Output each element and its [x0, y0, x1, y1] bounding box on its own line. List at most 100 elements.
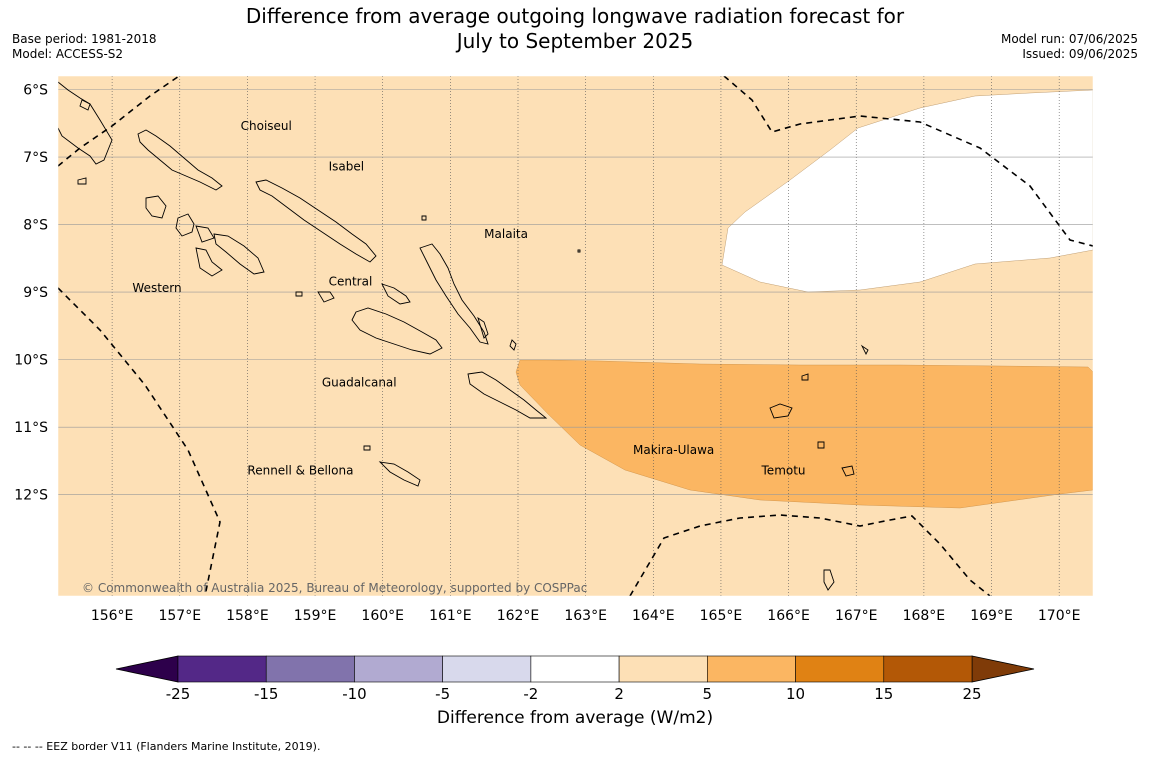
lon-tick-label: 168°E — [903, 608, 946, 624]
lon-tick-label: 162°E — [497, 608, 540, 624]
colorbar-segment — [795, 655, 885, 683]
utupua-island — [841, 465, 855, 477]
province-label: Malaita — [484, 227, 528, 241]
small-malaita-island — [477, 316, 489, 339]
sikaiana-islet — [577, 249, 581, 253]
issued-date: Issued: 09/06/2025 — [1022, 47, 1138, 61]
malaita-island — [419, 243, 489, 345]
reef-islands — [801, 373, 809, 381]
low-anomaly-area — [721, 89, 1093, 293]
colorbar-tick-label: -25 — [166, 685, 191, 700]
colorbar-segment — [707, 655, 796, 683]
model-name: Model: ACCESS-S2 — [12, 47, 124, 61]
lon-tick-label: 169°E — [970, 608, 1013, 624]
lat-tick-label: 7°S — [23, 150, 48, 166]
colorbar-tick-label: 15 — [874, 685, 893, 700]
lon-tick-label: 160°E — [361, 608, 404, 624]
new-georgia-island — [175, 213, 195, 237]
makira-island — [467, 371, 548, 419]
axis-ticks: 156°E 157°E 158°E 159°E 160°E 161°E 162°E 163°E… — [14, 83, 1080, 624]
rennell-island — [378, 461, 421, 487]
lat-tick-label: 10°S — [14, 353, 48, 369]
province-label: Isabel — [329, 160, 364, 174]
island-coastlines — [58, 81, 869, 591]
colorbar-segment — [530, 655, 620, 683]
map-title: Difference from average outgoing longwav… — [0, 4, 1150, 54]
lon-tick-label: 156°E — [91, 608, 134, 624]
lon-tick-label: 161°E — [429, 608, 472, 624]
choiseul-island — [137, 129, 223, 191]
rendova-island — [195, 247, 223, 277]
title-line-1: Difference from average outgoing longwav… — [245, 4, 905, 28]
vella-lavella-island — [145, 195, 167, 219]
eez-border-south — [629, 514, 991, 596]
province-labels: Choiseul Isabel Malaita Western Central Guada… — [132, 119, 805, 477]
colorbar-under-arrow — [115, 655, 179, 683]
lon-tick-label: 158°E — [226, 608, 269, 624]
lon-tick-label: 159°E — [294, 608, 337, 624]
lat-tick-label: 8°S — [23, 218, 48, 234]
province-label: Choiseul — [241, 119, 292, 133]
colorbar-segment — [177, 655, 267, 683]
base-period: Base period: 1981-2018 — [12, 32, 157, 46]
map-frame — [57, 75, 1094, 597]
nggela-islands — [381, 283, 411, 305]
eez-border-northwest — [58, 76, 181, 167]
colorbar: -25 -15 -10 -5 -2 2 5 10 15 25 — [115, 655, 1035, 700]
colorbar-title: Difference from average (W/m2) — [436, 708, 714, 728]
province-label: Rennell & Bellona — [247, 463, 353, 477]
kolombangara-island — [195, 225, 215, 243]
colorbar-segment — [442, 655, 532, 683]
bougainville-island — [58, 81, 113, 165]
bellona-island — [363, 445, 371, 451]
province-label: Western — [132, 281, 181, 295]
eez-footnote: -- -- -- EEZ border V11 (Flanders Marine… — [12, 740, 321, 753]
eez-border-southwest — [58, 287, 221, 596]
map-svg: Choiseul Isabel Malaita Western Central Guada… — [14, 75, 1094, 700]
meta-left: Base period: 1981-2018 Model: ACCESS-S2 — [12, 32, 157, 62]
title-line-2: July to September 2025 — [456, 29, 694, 53]
colorbar-segment — [618, 655, 708, 683]
lat-tick-label: 11°S — [14, 420, 48, 436]
province-label: Guadalcanal — [322, 376, 397, 390]
ontong-java-islet — [421, 215, 427, 221]
colorbar-tick-label: 10 — [786, 685, 805, 700]
guadalcanal-island — [351, 307, 443, 355]
colorbar-segment — [265, 655, 355, 683]
vanikoro-island — [817, 441, 825, 449]
santa-isabel-island — [255, 179, 377, 263]
colorbar-tick-label: -5 — [435, 685, 450, 700]
colorbar-tick-label: -10 — [342, 685, 367, 700]
eez-border-northeast — [723, 76, 1093, 247]
colorbar-tick-label: 5 — [703, 685, 713, 700]
santa-cruz-island — [769, 403, 793, 419]
province-label: Central — [329, 274, 373, 288]
savo-island — [317, 291, 335, 303]
lon-tick-label: 167°E — [835, 608, 878, 624]
lon-tick-label: 163°E — [564, 608, 607, 624]
ulawa-island — [509, 339, 517, 351]
lon-tick-label: 165°E — [700, 608, 743, 624]
russell-islands — [295, 291, 303, 297]
high-anomaly-area — [515, 359, 1093, 509]
lon-tick-label: 166°E — [767, 608, 810, 624]
colorbar-tick-label: 2 — [614, 685, 624, 700]
copyright-notice: © Commonwealth of Australia 2025, Bureau… — [82, 581, 587, 595]
eez-border — [58, 76, 1093, 596]
vangunu-island — [213, 233, 265, 275]
duff-islands — [860, 344, 869, 356]
colorbar-over-arrow — [971, 655, 1035, 683]
province-label: Makira-Ulawa — [633, 443, 714, 457]
buka-island — [79, 99, 91, 111]
meta-right: Model run: 07/06/2025 Issued: 09/06/2025 — [1001, 32, 1138, 62]
lon-tick-label: 164°E — [632, 608, 675, 624]
lat-tick-label: 12°S — [14, 488, 48, 504]
lat-tick-label: 6°S — [23, 83, 48, 99]
colorbar-tick-label: -2 — [523, 685, 538, 700]
colorbar-segment — [354, 655, 443, 683]
lon-tick-label: 170°E — [1038, 608, 1081, 624]
graticule — [58, 76, 1093, 596]
colorbar-tick-label: 25 — [962, 685, 981, 700]
colorbar-segment — [883, 655, 973, 683]
colorbar-tick-label: -15 — [254, 685, 279, 700]
